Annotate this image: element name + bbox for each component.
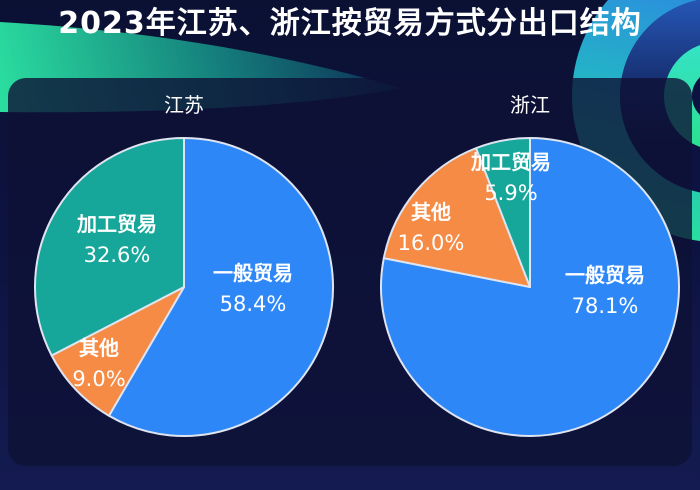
pie-slice-other [50, 286, 185, 417]
slice-value-other: 9.0% [72, 367, 125, 391]
slice-value-other: 16.0% [398, 231, 465, 255]
pie-slice-processing-trade [34, 137, 185, 357]
pie-jiangsu: 江苏 一般贸易 58.4% 其他 9.0% 加工贸易 32.6% [34, 93, 335, 437]
slice-label-other: 其他 [79, 336, 119, 360]
pie-slice-other [382, 147, 531, 288]
slice-value-general-trade: 58.4% [220, 292, 287, 316]
pie-slice-general-trade [107, 137, 335, 437]
pie-zhejiang-title: 浙江 [510, 93, 550, 117]
slice-label-processing-trade: 加工贸易 [470, 150, 551, 174]
page-title: 2023年江苏、浙江按贸易方式分出口结构 [58, 6, 642, 41]
pie-zhejiang: 浙江 一般贸易 78.1% 其他 16.0% 加工贸易 5.9% [380, 93, 681, 437]
slice-value-processing-trade: 5.9% [484, 181, 537, 205]
slice-value-general-trade: 78.1% [572, 294, 639, 318]
slice-label-general-trade: 一般贸易 [565, 263, 645, 287]
slice-value-processing-trade: 32.6% [84, 243, 151, 267]
pie-slice-processing-trade [475, 137, 531, 288]
slice-label-general-trade: 一般贸易 [213, 261, 293, 285]
pie-jiangsu-title: 江苏 [164, 93, 204, 117]
slice-label-processing-trade: 加工贸易 [76, 212, 157, 236]
slice-label-other: 其他 [411, 200, 451, 224]
